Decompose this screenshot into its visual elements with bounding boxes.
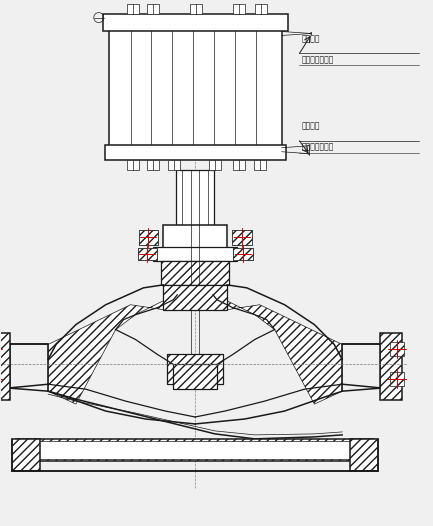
Bar <box>139 230 158 245</box>
Bar <box>148 4 159 14</box>
Bar <box>173 365 217 389</box>
Text: 下活塞管: 下活塞管 <box>301 122 320 131</box>
Bar <box>162 261 229 285</box>
Bar <box>103 14 288 32</box>
Bar <box>16 439 374 461</box>
Bar <box>109 22 281 146</box>
Polygon shape <box>213 285 342 404</box>
Bar <box>350 439 378 471</box>
Bar <box>21 441 369 459</box>
Bar <box>233 248 253 260</box>
Bar <box>138 248 157 260</box>
Bar <box>190 4 202 14</box>
Bar <box>105 145 285 160</box>
Bar <box>232 230 252 245</box>
Bar <box>233 248 253 260</box>
Bar <box>126 4 139 14</box>
Bar <box>163 225 227 285</box>
Bar <box>126 160 139 169</box>
Bar <box>0 332 10 400</box>
Bar <box>233 160 245 169</box>
Bar <box>12 439 40 471</box>
Bar <box>233 4 245 14</box>
Bar <box>209 160 221 169</box>
Text: 上活塞管: 上活塞管 <box>301 34 320 44</box>
Bar <box>153 247 237 261</box>
Text: 活塞管、阀开启: 活塞管、阀开启 <box>301 143 334 152</box>
Bar <box>148 160 159 169</box>
Text: 活塞管、阀关闭: 活塞管、阀关闭 <box>301 55 334 64</box>
Bar <box>168 160 180 169</box>
Bar <box>390 342 404 357</box>
Bar <box>139 230 158 245</box>
Bar <box>167 355 223 384</box>
Bar <box>255 4 267 14</box>
Bar <box>390 372 404 386</box>
Bar <box>380 332 402 400</box>
Bar <box>254 160 266 169</box>
Polygon shape <box>48 285 177 404</box>
Bar <box>138 248 157 260</box>
Bar <box>163 285 227 310</box>
Bar <box>176 169 214 232</box>
Bar <box>232 230 252 245</box>
